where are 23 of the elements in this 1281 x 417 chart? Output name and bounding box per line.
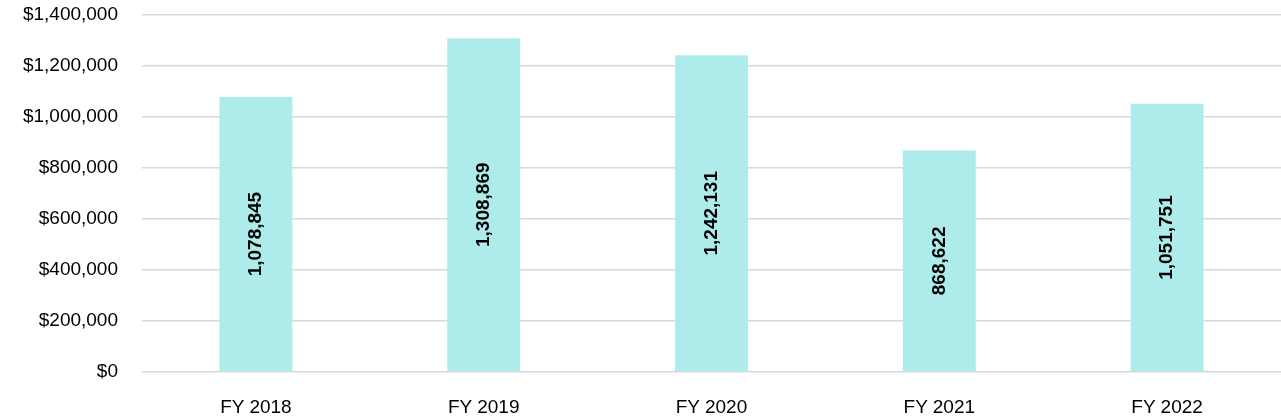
y-tick-label: $600,000 — [38, 207, 118, 229]
bar — [1130, 103, 1204, 372]
y-tick-label: $200,000 — [38, 309, 118, 331]
y-tick-label: $0 — [96, 360, 118, 382]
data-label: 1,308,869 — [471, 162, 493, 248]
bar — [219, 96, 293, 372]
x-tick-label: FY 2019 — [447, 395, 520, 417]
data-label: 1,242,131 — [699, 170, 721, 256]
data-label: 1,078,845 — [244, 191, 266, 277]
x-tick-label: FY 2020 — [675, 395, 748, 417]
bar — [675, 55, 748, 372]
y-tick-label: $1,200,000 — [22, 54, 118, 76]
y-tick-label: $1,400,000 — [22, 3, 118, 25]
data-label: 1,051,751 — [1155, 194, 1177, 280]
y-tick-label: $800,000 — [38, 156, 118, 178]
y-tick-label: $400,000 — [38, 258, 118, 280]
data-label: 868,622 — [927, 226, 949, 296]
bar — [447, 38, 521, 372]
y-tick-label: $1,000,000 — [22, 105, 118, 127]
x-tick-label: FY 2021 — [903, 395, 976, 417]
x-tick-label: FY 2018 — [220, 395, 292, 417]
x-tick-label: FY 2022 — [1131, 395, 1203, 417]
bar — [902, 150, 976, 372]
